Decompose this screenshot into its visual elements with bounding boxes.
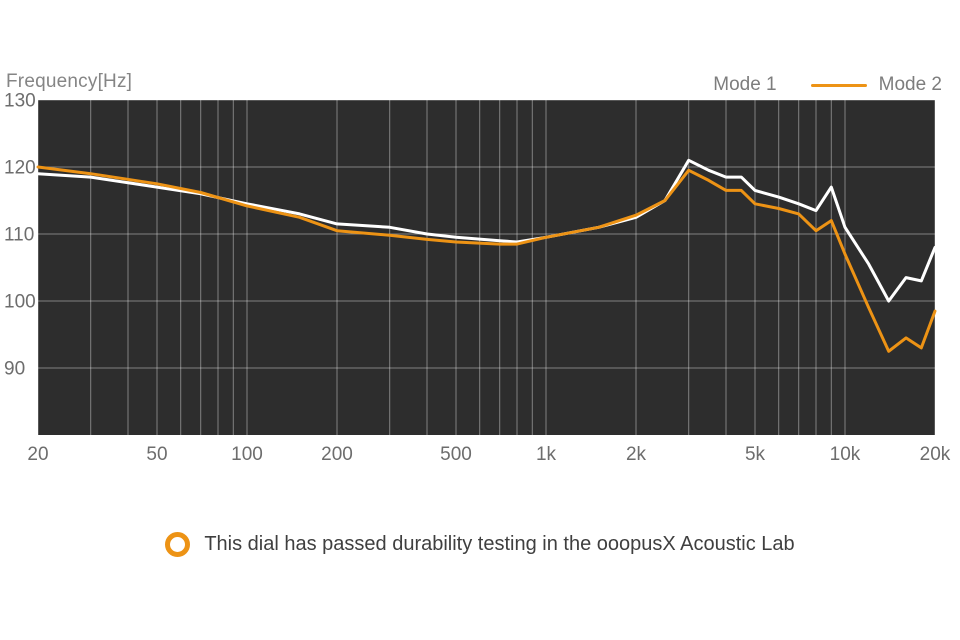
plot-area bbox=[38, 100, 935, 435]
legend-item-mode-2: Mode 2 bbox=[810, 74, 942, 96]
legend-line-swatch bbox=[810, 83, 867, 87]
y-tick-label: 120 bbox=[4, 158, 36, 179]
y-tick-label: 100 bbox=[4, 292, 36, 313]
x-tick-label: 20 bbox=[27, 444, 48, 465]
x-tick-label: 200 bbox=[321, 444, 353, 465]
x-tick-label: 500 bbox=[440, 444, 472, 465]
x-tick-label: 20k bbox=[920, 444, 951, 465]
chart-title: Frequency[Hz] bbox=[6, 71, 133, 92]
chart-legend: Mode 1 Mode 2 bbox=[611, 74, 942, 96]
legend-line-swatch bbox=[645, 83, 702, 87]
gridlines bbox=[37, 99, 936, 435]
frequency-response-chart: 130 120 110 100 90 20 50 100 200 500 1k 2k 5k 10k 20k bbox=[4, 91, 951, 466]
x-tick-label: 10k bbox=[830, 444, 861, 465]
legend-label: Mode 1 bbox=[713, 74, 777, 95]
y-tick-label: 110 bbox=[4, 225, 34, 246]
x-tick-label: 50 bbox=[146, 444, 167, 465]
x-tick-label: 2k bbox=[626, 444, 647, 465]
x-tick-label: 5k bbox=[745, 444, 766, 465]
durability-caption: This dial has passed durability testing … bbox=[0, 532, 960, 557]
legend-label: Mode 2 bbox=[878, 74, 942, 95]
x-tick-label: 100 bbox=[231, 444, 263, 465]
legend-item-mode-1: Mode 1 bbox=[645, 74, 777, 96]
caption-text: This dial has passed durability testing … bbox=[204, 533, 795, 555]
y-tick-label: 90 bbox=[4, 359, 25, 380]
y-tick-label: 130 bbox=[4, 91, 36, 112]
series-line-mode-2 bbox=[36, 165, 937, 353]
circle-badge-icon bbox=[165, 532, 191, 557]
x-tick-label: 1k bbox=[536, 444, 557, 465]
